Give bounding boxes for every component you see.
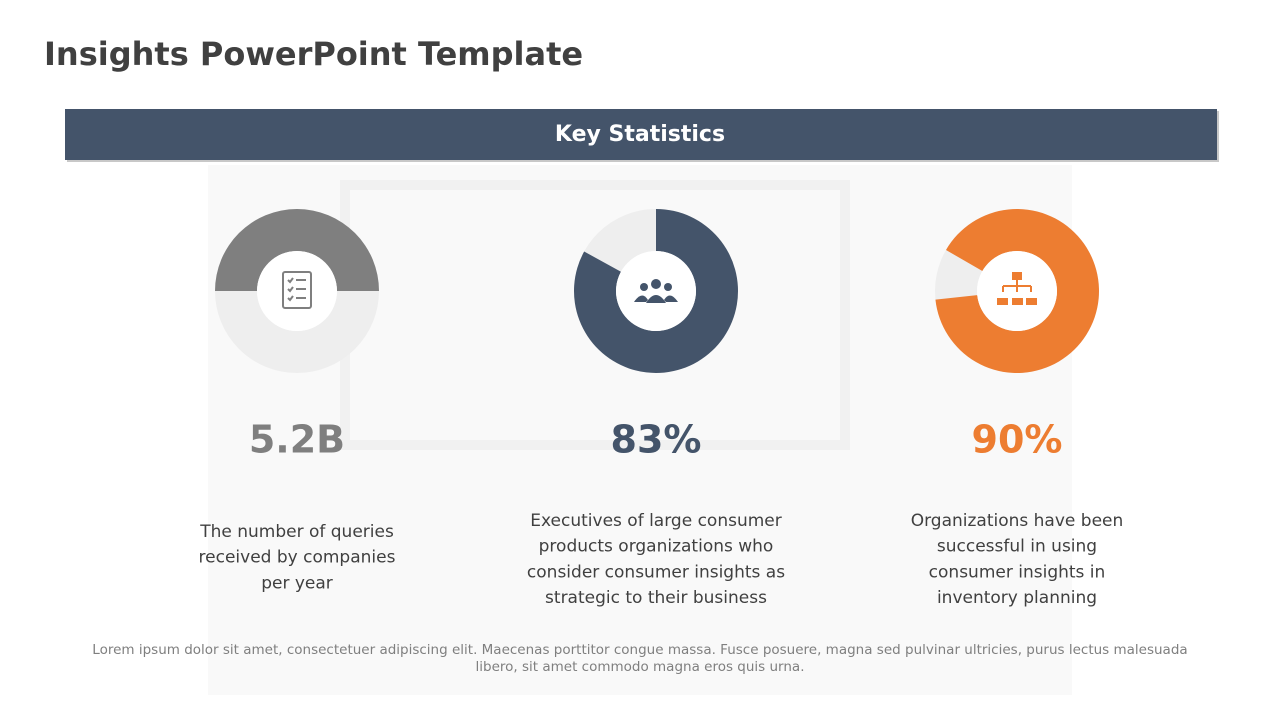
ring-arc [935, 208, 1099, 373]
stat-description: received by companies [199, 548, 396, 568]
stat-description: Organizations have been [911, 511, 1124, 531]
ring-arc [574, 209, 738, 373]
stat-value: 90% [972, 418, 1063, 462]
stat-description: consumer insights in [929, 562, 1106, 582]
ring-center [616, 251, 696, 331]
stat-description: products organizations who [539, 537, 774, 557]
ring-center [257, 251, 337, 331]
footer-line: Lorem ipsum dolor sit amet, consectetuer… [92, 642, 1187, 658]
stat-description: strategic to their business [545, 588, 767, 608]
stat-value: 83% [611, 418, 702, 462]
stat-description: per year [261, 573, 333, 593]
banner-text: Key Statistics [555, 122, 725, 147]
stat-description: The number of queries [199, 522, 394, 542]
people-icon [634, 279, 678, 303]
stat-value: 5.2B [249, 418, 345, 462]
stat-description: Executives of large consumer [530, 511, 781, 531]
stat-description: successful in using [937, 537, 1097, 557]
footer-line: libero, sit amet commodo magna eros quis… [476, 659, 805, 675]
banner [65, 109, 1217, 160]
checklist-icon [282, 271, 312, 309]
stat-description: inventory planning [937, 588, 1097, 608]
ring-arc [215, 209, 379, 291]
hierarchy-icon [997, 272, 1037, 305]
stat-description: consider consumer insights as [527, 562, 785, 582]
title: Insights PowerPoint Template [44, 35, 583, 73]
rings [215, 208, 1099, 373]
